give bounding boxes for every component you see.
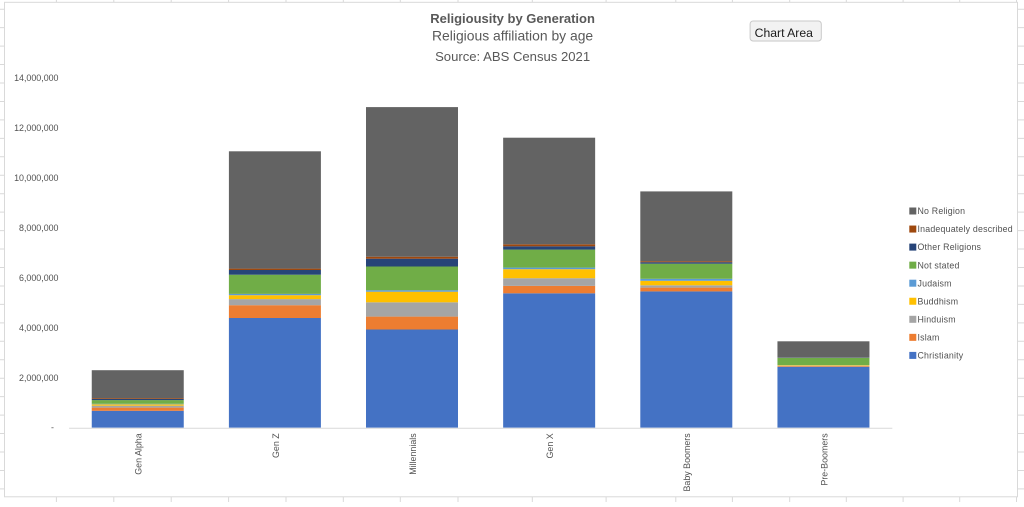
svg-text:Source: ABS Census 2021: Source: ABS Census 2021 (435, 49, 590, 64)
svg-text:No Religion: No Religion (918, 206, 966, 216)
svg-text:2,000,000: 2,000,000 (19, 373, 59, 383)
svg-text:Gen X: Gen X (545, 433, 555, 458)
svg-text:8,000,000: 8,000,000 (19, 223, 59, 233)
svg-text:Millennials: Millennials (408, 433, 418, 475)
svg-text:6,000,000: 6,000,000 (19, 273, 59, 283)
svg-text:Gen Alpha: Gen Alpha (134, 433, 144, 475)
svg-text:12,000,000: 12,000,000 (14, 123, 58, 133)
svg-text:Islam: Islam (918, 332, 940, 342)
svg-text:Other Religions: Other Religions (918, 242, 982, 252)
svg-text:Religiousity by Generation: Religiousity by Generation (430, 11, 595, 26)
svg-text:Not stated: Not stated (918, 260, 960, 270)
svg-text:Judaism: Judaism (918, 278, 952, 288)
svg-text:14,000,000: 14,000,000 (14, 73, 58, 83)
svg-text:-: - (51, 423, 54, 433)
svg-text:Buddhism: Buddhism (918, 296, 959, 306)
svg-text:Pre-Boomers: Pre-Boomers (819, 433, 829, 486)
svg-text:4,000,000: 4,000,000 (19, 323, 59, 333)
svg-text:Hinduism: Hinduism (918, 314, 956, 324)
svg-text:Baby Boomers: Baby Boomers (682, 433, 692, 492)
svg-text:10,000,000: 10,000,000 (14, 173, 58, 183)
svg-text:Religious affiliation by age: Religious affiliation by age (432, 27, 593, 43)
svg-text:Gen Z: Gen Z (271, 433, 281, 458)
svg-text:Christianity: Christianity (918, 351, 964, 361)
svg-text:Chart Area: Chart Area (755, 26, 813, 40)
svg-text:Inadequately described: Inadequately described (918, 224, 1013, 234)
